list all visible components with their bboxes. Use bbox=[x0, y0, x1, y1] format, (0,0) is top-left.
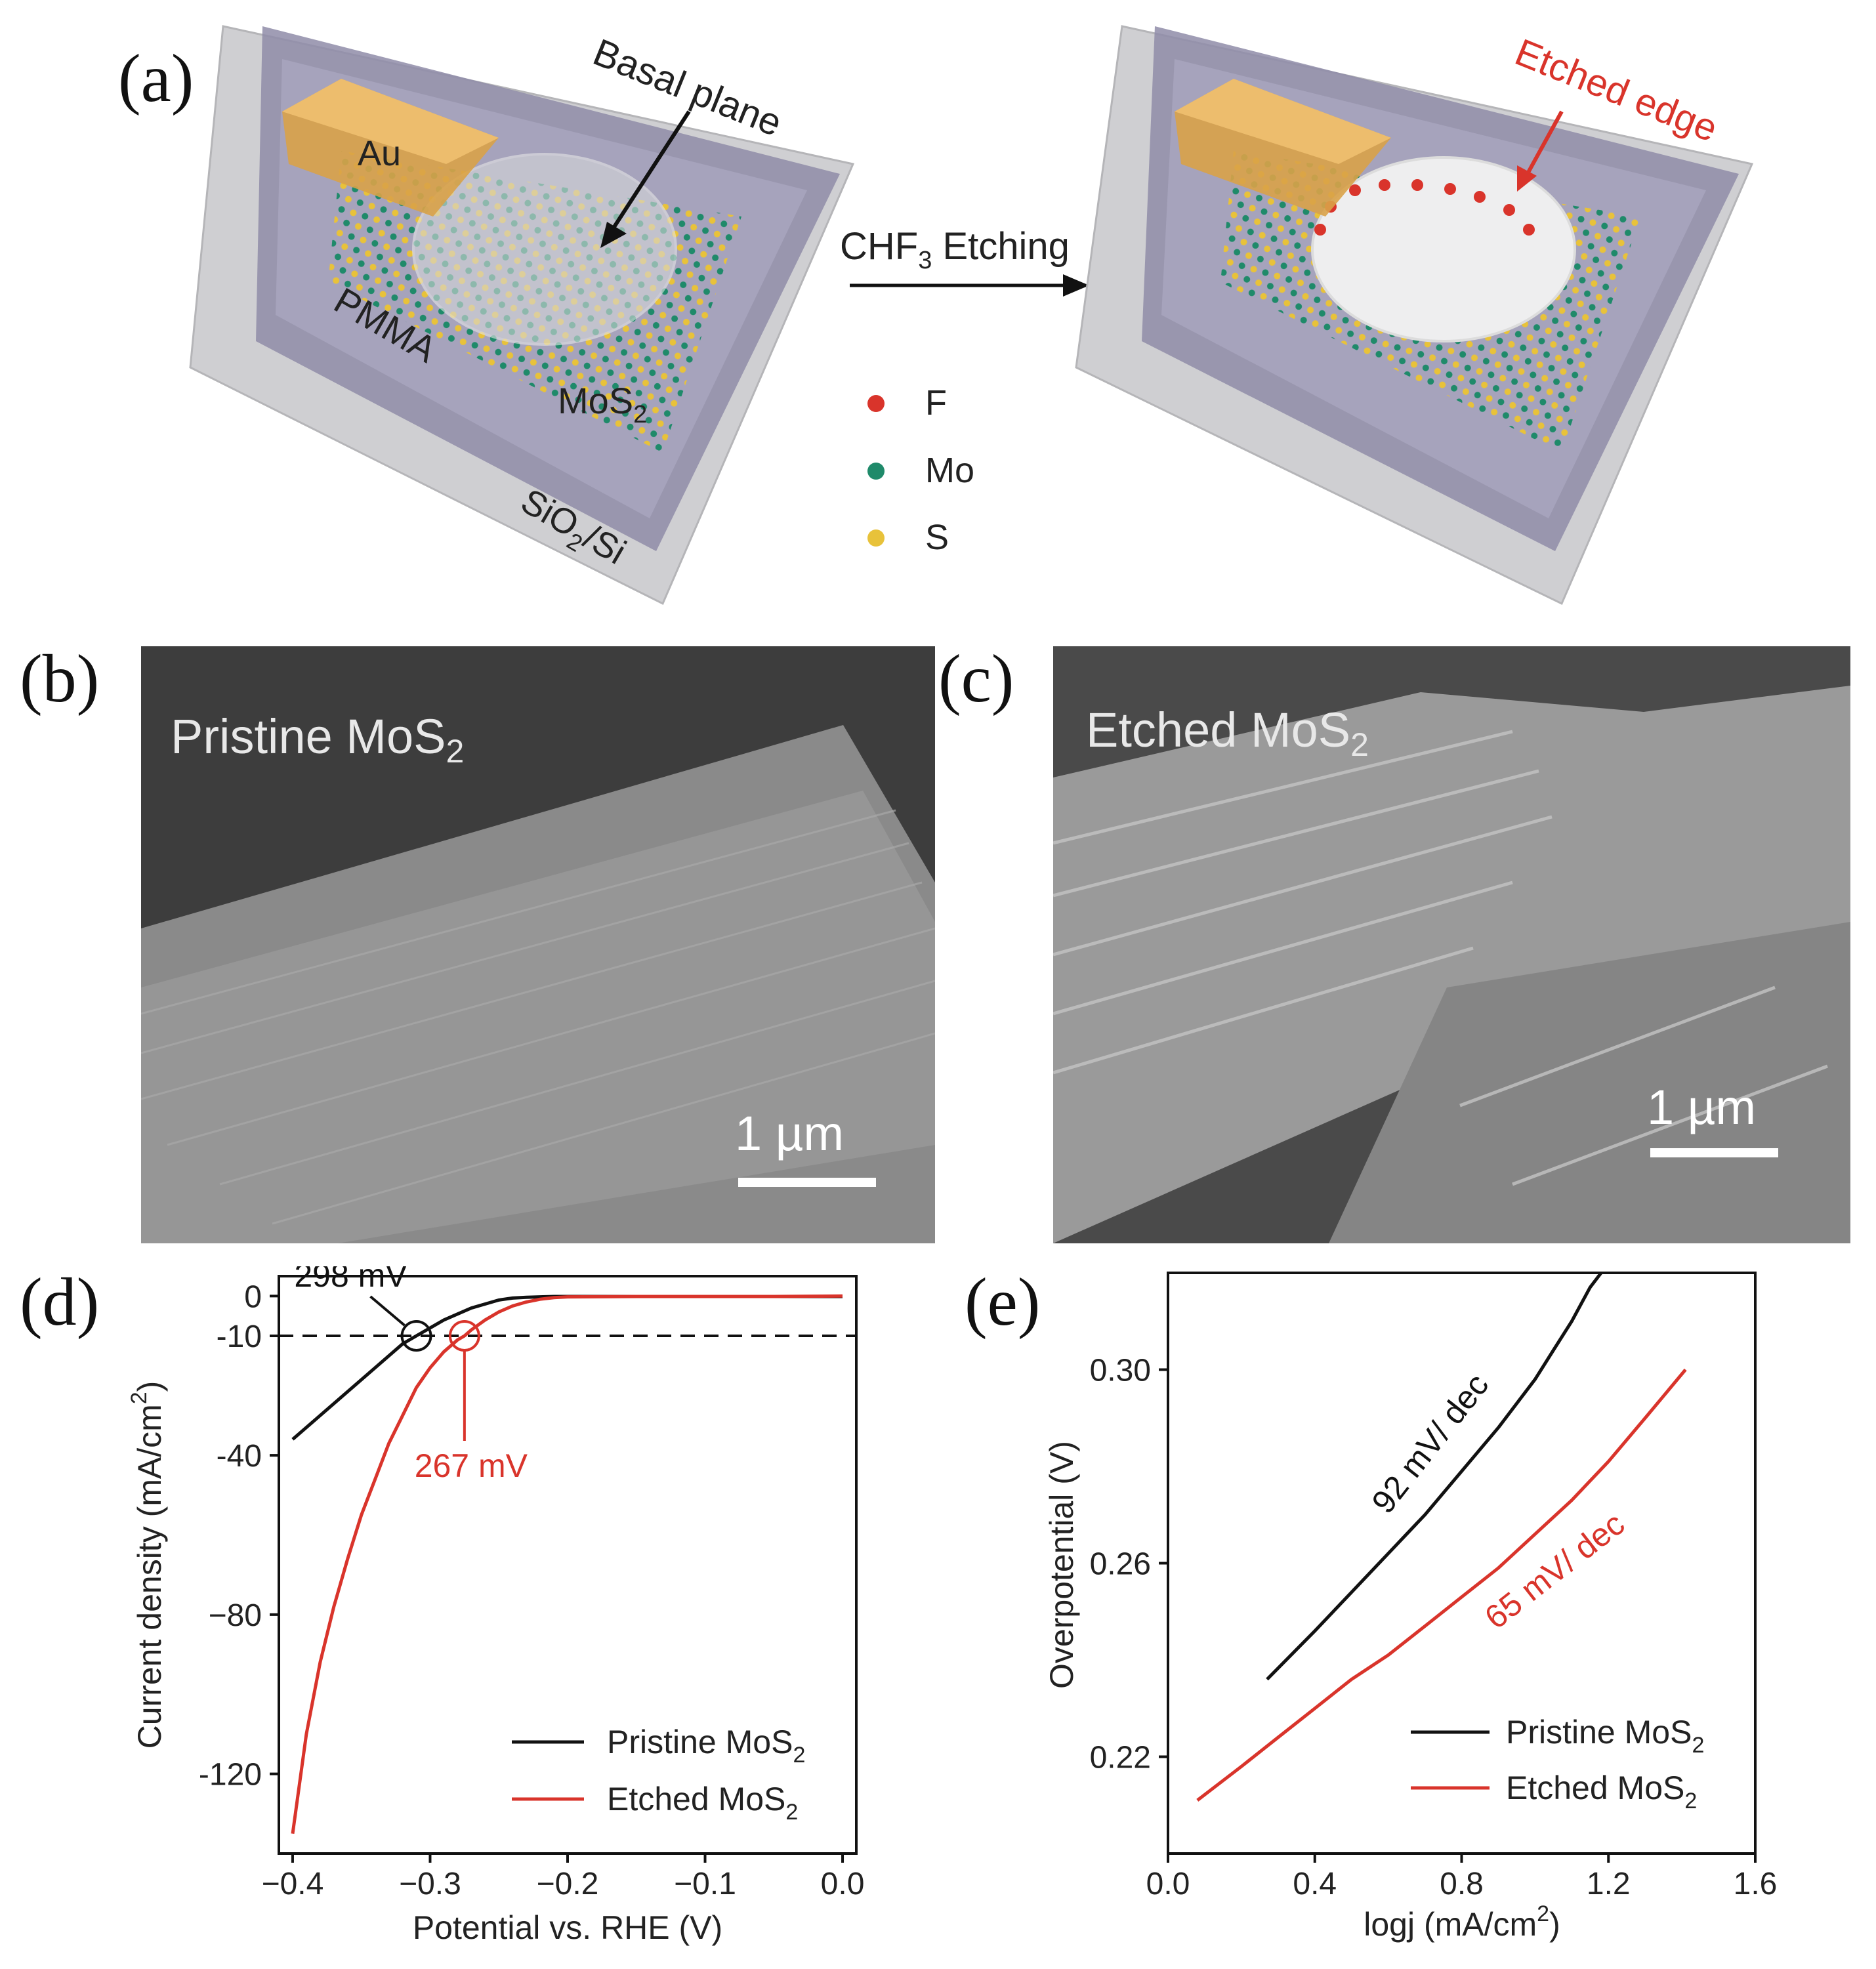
x-tick-label: −0.2 bbox=[537, 1867, 599, 1901]
marker-267 bbox=[448, 1320, 480, 1352]
legend-label-pristine: Pristine MoS2 bbox=[607, 1724, 805, 1768]
chart-lsv-ylabel: Current density (mA/cm2) bbox=[127, 1381, 168, 1749]
label-mos2: MoS2 bbox=[558, 380, 647, 428]
arrow-298 bbox=[369, 1295, 406, 1327]
sem-image-pristine: Pristine MoS2 1 µm bbox=[141, 646, 935, 1243]
x-tick-label: 1.2 bbox=[1587, 1867, 1631, 1901]
scale-label-etched: 1 µm bbox=[1647, 1080, 1756, 1134]
fluorine-edge-atoms bbox=[1314, 179, 1535, 236]
y-tick-label: 0.26 bbox=[1090, 1547, 1151, 1582]
legend-label-pristine-e: Pristine MoS2 bbox=[1506, 1714, 1704, 1758]
y-tick-label: -10 bbox=[217, 1319, 262, 1354]
y-tick-label: 0 bbox=[244, 1279, 262, 1314]
legend-label-s: S bbox=[925, 518, 949, 557]
y-tick-label: −80 bbox=[209, 1598, 262, 1633]
x-tick-label: 0.0 bbox=[821, 1867, 865, 1901]
chart-tafel: 0.0 0.4 0.8 1.2 1.6 0.22 0.26 0.30 92 mV/ dec 6… bbox=[1043, 1272, 1778, 1943]
series-line-etched bbox=[1196, 1368, 1687, 1802]
series-line-pristine bbox=[1266, 1272, 1603, 1681]
sem-title-etched: Etched MoS2 bbox=[1086, 703, 1369, 763]
device-etched: Etched edge bbox=[1075, 25, 1754, 606]
chart-lsv-legend: Pristine MoS2 Etched MoS2 bbox=[512, 1724, 805, 1825]
x-tick-label: 0.0 bbox=[1146, 1867, 1190, 1901]
gold-electrode-top-right bbox=[1175, 79, 1391, 164]
basal-plane-arrow bbox=[608, 110, 691, 234]
etched-edge-arrowhead bbox=[1517, 165, 1537, 192]
basal-window bbox=[412, 153, 677, 346]
schematic-panel-a: Au Basal plane PMMA MoS2 SiO2/Si CHF3 Et… bbox=[189, 25, 1754, 606]
etched-edge-arrow bbox=[1524, 110, 1564, 178]
label-au: Au bbox=[358, 134, 401, 173]
marker-298 bbox=[400, 1320, 432, 1352]
device-pristine: Au Basal plane PMMA MoS2 SiO2/Si bbox=[189, 25, 855, 606]
etched-hole bbox=[1311, 156, 1576, 342]
legend-dot-mo bbox=[867, 463, 885, 480]
legend-dot-f bbox=[867, 395, 885, 412]
series-line-pristine bbox=[291, 1295, 843, 1441]
scale-label-pristine: 1 µm bbox=[735, 1106, 844, 1161]
panel-label-e: (e) bbox=[965, 1264, 1041, 1340]
legend-label-mo: Mo bbox=[925, 451, 974, 490]
y-tick-label: 0.22 bbox=[1090, 1741, 1151, 1775]
chart-tafel-ylabel: Overpotential (V) bbox=[1043, 1441, 1080, 1689]
chart-tafel-legend: Pristine MoS2 Etched MoS2 bbox=[1411, 1714, 1704, 1814]
panel-label-b: (b) bbox=[20, 641, 100, 716]
legend-label-f: F bbox=[925, 383, 947, 423]
legend-label-etched-e: Etched MoS2 bbox=[1506, 1770, 1697, 1814]
x-tick-label: −0.4 bbox=[262, 1867, 324, 1901]
atom-legend: F Mo S bbox=[867, 383, 974, 557]
chart-lsv-frame bbox=[278, 1275, 858, 1855]
sem-image-etched: Etched MoS2 1 µm bbox=[1053, 646, 1850, 1243]
label-process: CHF3 Etching bbox=[840, 225, 1070, 274]
series-line-etched bbox=[291, 1294, 843, 1834]
chart-lsv-xlabel: Potential vs. RHE (V) bbox=[413, 1909, 722, 1946]
panel-label-c: (c) bbox=[938, 641, 1014, 716]
sem-texture-etched bbox=[1053, 686, 1850, 1243]
slope-label-pristine: 92 mV/ dec bbox=[1365, 1367, 1496, 1520]
y-tick-label: -40 bbox=[217, 1439, 262, 1474]
chart-tafel-xlabel: logj (mA/cm2) bbox=[1364, 1901, 1560, 1943]
gold-electrode-top bbox=[282, 79, 499, 164]
annotation-267: 267 mV bbox=[415, 1447, 528, 1484]
y-tick-label: -120 bbox=[199, 1758, 262, 1793]
y-tick-label: 0.30 bbox=[1090, 1354, 1151, 1388]
scale-bar-pristine bbox=[738, 1178, 876, 1187]
sem-title-pristine: Pristine MoS2 bbox=[171, 709, 465, 770]
x-tick-label: −0.1 bbox=[674, 1867, 736, 1901]
x-tick-label: 1.6 bbox=[1734, 1867, 1778, 1901]
panel-label-d: (d) bbox=[20, 1264, 100, 1340]
sem-texture-pristine bbox=[141, 725, 935, 1243]
chart-tafel-frame bbox=[1167, 1272, 1757, 1855]
x-tick-label: −0.3 bbox=[399, 1867, 461, 1901]
legend-dot-s bbox=[867, 529, 885, 547]
legend-label-etched: Etched MoS2 bbox=[607, 1781, 798, 1825]
x-tick-label: 0.8 bbox=[1440, 1867, 1484, 1901]
slope-label-etched: 65 mV/ dec bbox=[1478, 1505, 1631, 1636]
panel-label-a: (a) bbox=[118, 41, 194, 116]
basal-plane-arrowhead bbox=[600, 222, 627, 248]
scale-bar-etched bbox=[1650, 1148, 1778, 1157]
annotation-298: 298 mV bbox=[294, 1266, 407, 1294]
process-arrow: CHF3 Etching bbox=[840, 225, 1089, 297]
x-tick-label: 0.4 bbox=[1293, 1867, 1337, 1901]
chart-lsv: −0.4 −0.3 −0.2 −0.1 0.0 0 -10 -40 −80 -120 298 mV… bbox=[127, 1266, 865, 1946]
